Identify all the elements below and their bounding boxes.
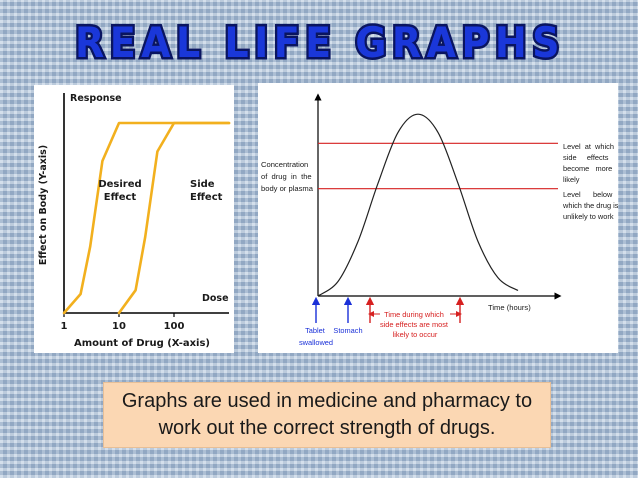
ref-label-side-effects: Level at which side effects become more … (563, 142, 616, 184)
left-dose-label: Dose (202, 293, 229, 304)
caption-box: Graphs are used in medicine and pharmacy… (103, 382, 551, 448)
series-line-concentration (317, 113, 519, 297)
y-label-concentration: Concentration of drug in the body or pla… (261, 160, 314, 193)
dose-response-chart: Effect on Body (Y-axis) Response Dose Am… (34, 85, 234, 353)
caption-line-2: work out the correct strength of drugs. (158, 417, 496, 439)
x-tick-label-1: 1 (61, 321, 68, 332)
left-x-axis-label: Amount of Drug (X-axis) (74, 338, 210, 349)
slide-title: REAL LIFE GRAPHS (60, 14, 580, 74)
slide-title-text: REAL LIFE GRAPHS (75, 18, 565, 67)
x-tick-label-10: 10 (112, 321, 126, 332)
label-stomach: Stomach (333, 326, 362, 335)
side-effect-label-line1: Side (190, 179, 215, 190)
label-tablet-swallowed: Tablet swallowed (299, 326, 333, 347)
side-effect-label-line2: Effect (190, 192, 223, 203)
ref-label-unlikely: Level below which the drug is unlikely t… (562, 190, 618, 221)
desired-effect-label-line2: Effect (104, 192, 137, 203)
desired-effect-label-line1: Desired (98, 179, 141, 190)
series-line-desired-effect (62, 121, 231, 315)
left-response-label: Response (70, 93, 122, 104)
left-y-axis-label: Effect on Body (Y-axis) (38, 145, 49, 265)
label-side-effect-window: Time during which side effects are most … (380, 310, 450, 339)
caption-line-1: Graphs are used in medicine and pharmacy… (121, 390, 533, 412)
x-tick-label-100: 100 (164, 321, 185, 332)
concentration-time-chart: Concentration of drug in the body or pla… (258, 83, 618, 353)
series-line-side-effect (117, 121, 231, 315)
right-x-axis-label: Time (hours) (488, 303, 531, 312)
